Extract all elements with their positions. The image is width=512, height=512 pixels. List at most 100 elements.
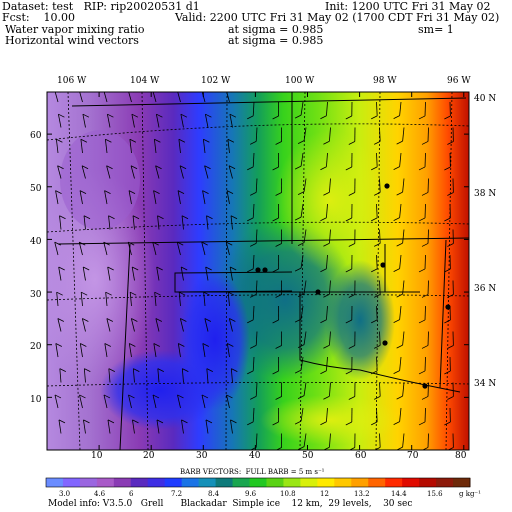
wind-barb xyxy=(106,165,113,179)
wind-barb xyxy=(230,368,238,383)
wind-barb xyxy=(128,394,135,409)
wind-barb xyxy=(152,394,160,409)
wind-barb xyxy=(275,127,282,145)
wind-barb xyxy=(418,356,426,375)
wind-barb xyxy=(83,419,90,434)
lat-label: 40 N xyxy=(474,94,497,104)
wind-barb xyxy=(444,152,451,171)
wind-barb xyxy=(129,138,137,154)
wind-barb xyxy=(272,305,279,324)
wind-barb xyxy=(56,291,63,307)
wind-barb xyxy=(371,305,378,324)
plot-frame xyxy=(46,91,470,451)
wind-barb xyxy=(107,113,114,128)
wind-barb xyxy=(177,343,185,358)
field2-level: at sigma = 0.985 xyxy=(228,34,324,47)
wind-barb xyxy=(421,331,429,349)
wind-barb xyxy=(323,229,331,247)
wind-barb xyxy=(396,127,405,145)
wind-barb xyxy=(393,407,402,425)
wind-barb xyxy=(229,266,237,281)
wind-barb xyxy=(297,178,307,196)
wind-barb xyxy=(294,152,304,170)
model-info: Model info: V3.5.0 Grell Blackadar Simpl… xyxy=(48,499,413,509)
wind-barb xyxy=(108,215,115,230)
wind-barb xyxy=(272,254,279,273)
wind-barb xyxy=(374,331,381,349)
wind-barb xyxy=(230,419,237,434)
wind-barb xyxy=(203,291,210,307)
lon-label: 104 W xyxy=(130,76,160,86)
wind-barb xyxy=(418,101,426,120)
wind-barb xyxy=(128,92,135,103)
wind-barb xyxy=(247,203,255,222)
wind-barb xyxy=(297,331,307,349)
wind-barb xyxy=(345,203,353,222)
wind-barb xyxy=(320,356,328,375)
colorbar-label: 15.6 xyxy=(427,490,443,498)
wind-barb xyxy=(396,178,405,196)
wind-barb xyxy=(320,254,328,273)
wind-barbs xyxy=(54,92,454,450)
wind-barb xyxy=(371,152,378,171)
wind-barb xyxy=(156,419,164,434)
wind-barb xyxy=(323,178,331,196)
wind-barb xyxy=(130,318,138,332)
wind-barb xyxy=(54,241,61,256)
wind-barb xyxy=(297,280,307,298)
colorbar-label: 14.4 xyxy=(391,490,407,498)
lat-label: 34 N xyxy=(474,379,497,389)
colorbar-label: 7.2 xyxy=(171,490,183,498)
colorbar-swatch xyxy=(113,478,132,487)
wind-barb xyxy=(132,215,140,230)
wind-barb xyxy=(371,254,378,273)
wind-barb xyxy=(227,291,235,307)
wind-barb xyxy=(348,127,356,145)
wind-barb xyxy=(247,356,255,375)
wind-barb xyxy=(275,178,282,196)
wind-barb xyxy=(247,254,255,273)
wind-barb xyxy=(393,101,402,119)
wind-barb xyxy=(247,305,255,324)
wind-barb xyxy=(79,190,87,205)
wind-barb xyxy=(81,318,89,332)
y-tick-label: 20 xyxy=(30,342,42,352)
colorbar-swatch xyxy=(368,478,386,487)
wind-barb xyxy=(54,92,61,103)
wind-barb xyxy=(323,382,331,400)
wind-barb xyxy=(131,266,139,281)
lon-label: 98 W xyxy=(373,76,397,86)
y-tick-label: 40 xyxy=(30,237,42,247)
wind-barb xyxy=(178,291,186,307)
wind-barb xyxy=(447,382,454,400)
wind-barb xyxy=(320,407,328,426)
dataset-label: Dataset: test RIP: rip20020531 d1 xyxy=(2,0,200,13)
wind-barb xyxy=(226,394,233,409)
wind-barb xyxy=(205,113,212,128)
wind-barb xyxy=(272,356,279,375)
colorbar xyxy=(45,477,471,488)
wind-barb xyxy=(374,229,381,247)
wind-barb xyxy=(108,368,116,383)
wind-barb xyxy=(153,343,161,358)
colorbar-label: 8.4 xyxy=(208,490,220,498)
wind-barb xyxy=(226,343,234,358)
wind-barb xyxy=(103,394,111,409)
wind-barb xyxy=(157,215,164,230)
lon-label: 106 W xyxy=(57,76,87,86)
wind-barb xyxy=(447,127,454,145)
wind-barb xyxy=(82,266,90,281)
x-tick-label: 30 xyxy=(196,451,208,461)
wind-barb xyxy=(250,127,258,145)
wind-barb xyxy=(58,266,65,281)
wind-barb xyxy=(202,343,210,358)
wind-barb xyxy=(275,331,282,349)
colorbar-swatch xyxy=(164,478,183,487)
wind-barb xyxy=(230,215,238,230)
wind-barb xyxy=(82,113,90,128)
lon-label: 96 W xyxy=(447,76,471,86)
wind-barb xyxy=(58,113,65,128)
wind-barb xyxy=(275,382,282,400)
wind-barb xyxy=(107,419,115,434)
wind-barb xyxy=(250,178,258,196)
